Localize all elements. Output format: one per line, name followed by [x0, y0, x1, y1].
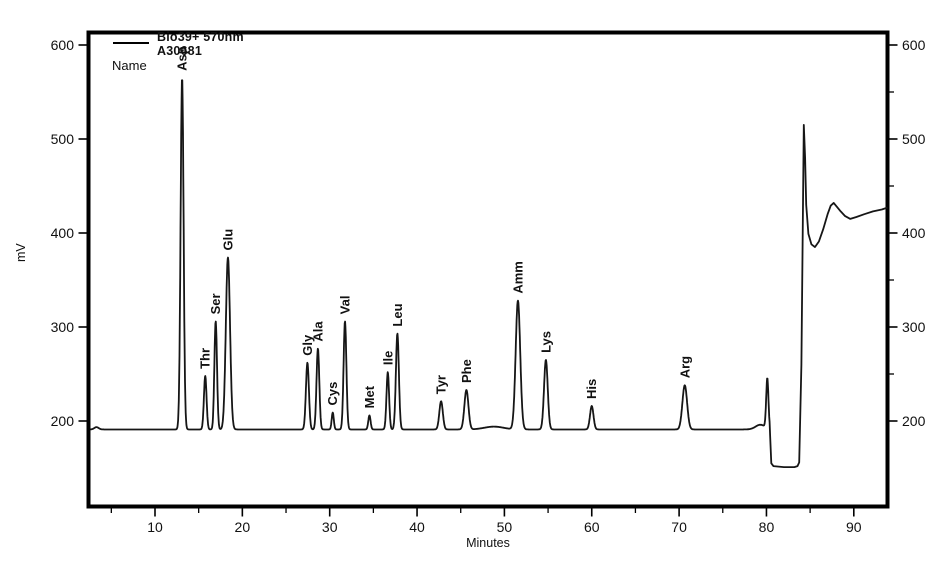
peak-label-leu: Leu — [390, 303, 405, 326]
y-tick-label-left: 600 — [51, 37, 75, 53]
x-tick-label: 10 — [147, 519, 163, 535]
legend-line-sample — [113, 42, 149, 44]
peak-label-his: His — [584, 379, 599, 399]
x-tick-label: 40 — [409, 519, 425, 535]
peak-label-gly: Gly — [300, 334, 315, 356]
plot-frame — [86, 30, 890, 509]
peak-label-met: Met — [362, 385, 377, 408]
x-tick-label: 60 — [584, 519, 600, 535]
y-tick-label-right: 600 — [902, 37, 926, 53]
peak-label-glu: Glu — [220, 229, 235, 251]
trace-path — [89, 79, 888, 468]
peak-label-phe: Phe — [459, 359, 474, 383]
x-tick-label: 80 — [759, 519, 775, 535]
peak-label-val: Val — [337, 296, 352, 315]
legend-series-line2: A30681 — [157, 44, 202, 58]
y-tick-label-right: 200 — [902, 413, 926, 429]
peak-label-tyr: Tyr — [434, 375, 449, 394]
y-tick-label-right: 400 — [902, 225, 926, 241]
peak-label-arg: Arg — [677, 356, 692, 378]
x-tick-label: 20 — [235, 519, 251, 535]
x-tick-label: 30 — [322, 519, 338, 535]
legend-series-line1: Bio39+ 570nm — [157, 30, 244, 44]
peak-label-asp: Asp — [175, 46, 190, 71]
y-tick-label-right: 300 — [902, 319, 926, 335]
y-tick-label-left: 400 — [51, 225, 75, 241]
legend-name-heading: Name — [112, 58, 147, 73]
peak-label-ala: Ala — [310, 321, 325, 342]
x-tick-label: 50 — [497, 519, 513, 535]
peak-label-cys: Cys — [325, 382, 340, 406]
peak-label-amm: Amm — [510, 261, 525, 294]
y-tick-label-right: 500 — [902, 131, 926, 147]
x-tick-label: 90 — [846, 519, 862, 535]
x-axis-title: Minutes — [466, 536, 510, 550]
y-tick-label-left: 300 — [51, 319, 75, 335]
peak-label-ile: Ile — [380, 351, 395, 365]
y-axis-title: mV — [14, 243, 28, 262]
peak-label-thr: Thr — [198, 348, 213, 369]
peak-label-lys: Lys — [538, 331, 553, 353]
x-tick-label: 70 — [671, 519, 687, 535]
y-tick-label-left: 200 — [51, 413, 75, 429]
peak-label-ser: Ser — [208, 293, 223, 314]
y-tick-label-left: 500 — [51, 131, 75, 147]
